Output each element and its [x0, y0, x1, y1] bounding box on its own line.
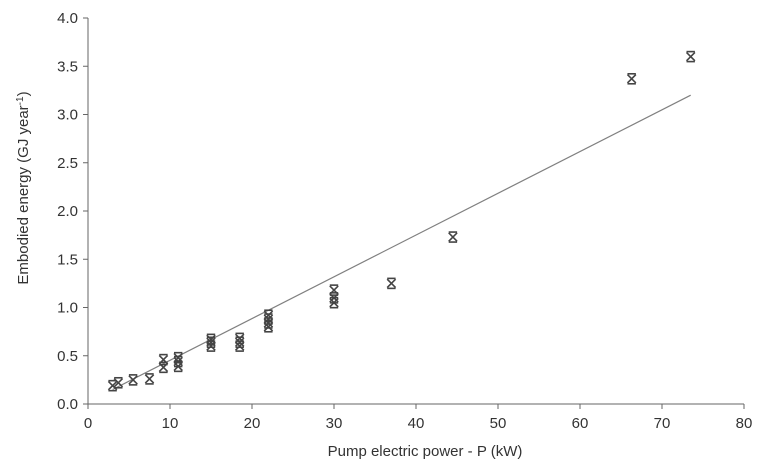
- y-tick-label: 4.0: [57, 10, 78, 27]
- fit-line: [112, 94, 691, 391]
- data-point-stroke: [158, 354, 169, 365]
- data-point-stroke: [128, 375, 138, 385]
- data-point-stroke: [173, 352, 183, 363]
- data-point-stroke: [263, 310, 274, 320]
- data-point-stroke: [626, 74, 637, 84]
- data-point: [173, 355, 183, 368]
- data-point-stroke: [234, 337, 245, 348]
- y-tick-label: 3.0: [57, 107, 78, 124]
- data-point: [173, 351, 183, 364]
- y-tick-label: 2.0: [57, 203, 78, 220]
- y-tick-label: 1.0: [57, 300, 78, 317]
- fit-line-group: [112, 94, 691, 391]
- y-tick-label: 1.5: [57, 251, 78, 268]
- data-point-stroke: [173, 356, 183, 367]
- data-point-stroke: [234, 333, 245, 344]
- x-tick-label: 30: [326, 415, 343, 432]
- data-point: [234, 332, 245, 345]
- data-point-stroke: [263, 314, 274, 324]
- y-tick-label: 0.5: [57, 348, 78, 365]
- data-point-stroke: [113, 378, 124, 388]
- data-point: [626, 72, 637, 85]
- data-point: [234, 336, 245, 349]
- axes: [87, 18, 744, 405]
- x-tick-label: 60: [572, 415, 589, 432]
- y-axis-title-end: ): [15, 91, 32, 96]
- y-tick-label: 0.0: [57, 396, 78, 413]
- y-tick-label: 2.5: [57, 155, 78, 172]
- x-tick-label: 50: [490, 415, 507, 432]
- x-axis-title: Pump electric power - P (kW): [328, 443, 523, 460]
- data-point: [685, 50, 696, 63]
- data-point: [128, 374, 138, 386]
- data-point: [448, 231, 458, 243]
- ticks: 0 10 20 30 40 50 60 70 80 0.0 0.5 1.0 1.5 2.0 2.5 3.0 3.…: [57, 10, 752, 432]
- x-tick-label: 40: [408, 415, 425, 432]
- x-tick-label: 0: [84, 415, 92, 432]
- y-axis-title-sup: -1: [15, 96, 26, 105]
- data-point: [158, 353, 169, 366]
- data-point: [386, 277, 397, 290]
- data-point-stroke: [144, 374, 155, 384]
- data-points: [107, 50, 696, 392]
- data-point: [144, 373, 155, 385]
- data-point: [329, 284, 339, 296]
- x-tick-label: 20: [244, 415, 261, 432]
- x-tick-label: 70: [654, 415, 671, 432]
- data-point: [113, 376, 124, 389]
- y-axis-title-main: Embodied energy (GJ year: [15, 105, 32, 284]
- data-point-stroke: [206, 341, 216, 351]
- data-point-stroke: [206, 334, 216, 345]
- data-point-stroke: [107, 380, 118, 391]
- x-tick-label: 10: [162, 415, 179, 432]
- data-point: [263, 313, 274, 325]
- y-axis-title: Embodied energy (GJ year-1): [15, 91, 32, 284]
- data-point-stroke: [386, 278, 397, 289]
- data-point-stroke: [685, 51, 696, 62]
- data-point: [206, 333, 216, 346]
- x-tick-label: 80: [736, 415, 753, 432]
- y-tick-label: 3.5: [57, 58, 78, 75]
- data-point-stroke: [448, 232, 458, 242]
- data-point: [263, 309, 274, 322]
- data-point-stroke: [329, 285, 339, 295]
